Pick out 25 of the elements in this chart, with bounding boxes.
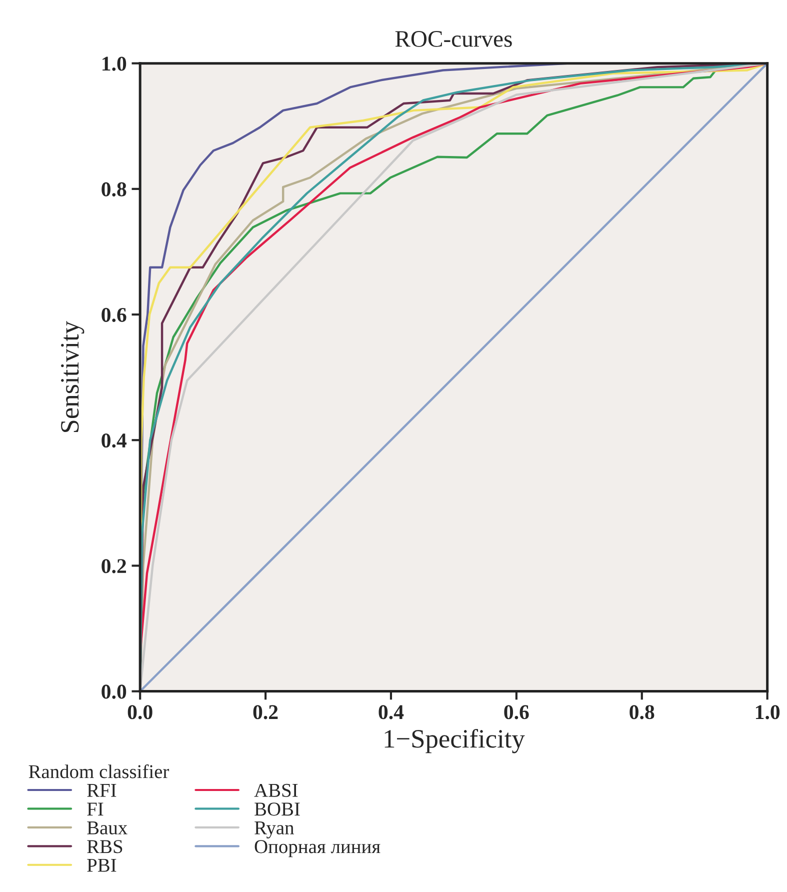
legend-label: BOBI	[254, 802, 300, 816]
x-tick-label: 0.2	[253, 705, 278, 720]
x-tick-label: 0.4	[378, 705, 404, 720]
x-tick-label: 1.0	[756, 705, 780, 720]
x-tick-label: 0.6	[504, 705, 529, 720]
legend-label: Baux	[87, 822, 128, 834]
legend-label: ABSI	[254, 784, 298, 797]
y-tick-label: 0.0	[102, 684, 126, 699]
legend-label: PBI	[87, 858, 116, 872]
x-tick-label: 0.8	[630, 705, 654, 720]
y-tick-label: 0.2	[102, 559, 126, 574]
legend-label: FI	[87, 802, 104, 816]
y-tick-label: 1.0	[102, 56, 126, 71]
legend-label: Ryan	[254, 822, 294, 838]
y-tick-label: 0.6	[102, 308, 126, 322]
chart-title: ROC-curves	[395, 31, 512, 47]
y-axis-title: Sensitivity	[61, 320, 84, 432]
legend-label: RBS	[87, 840, 122, 854]
x-tick-label: 0.0	[128, 705, 152, 720]
y-tick-label: 0.4	[102, 433, 127, 448]
legend-title: Random classifier	[28, 764, 170, 778]
legend-label: Опорная линия	[254, 840, 380, 858]
y-tick-label: 0.8	[102, 182, 126, 196]
x-axis-title: 1−Specificity	[384, 728, 525, 754]
legend-label: RFI	[87, 784, 116, 797]
